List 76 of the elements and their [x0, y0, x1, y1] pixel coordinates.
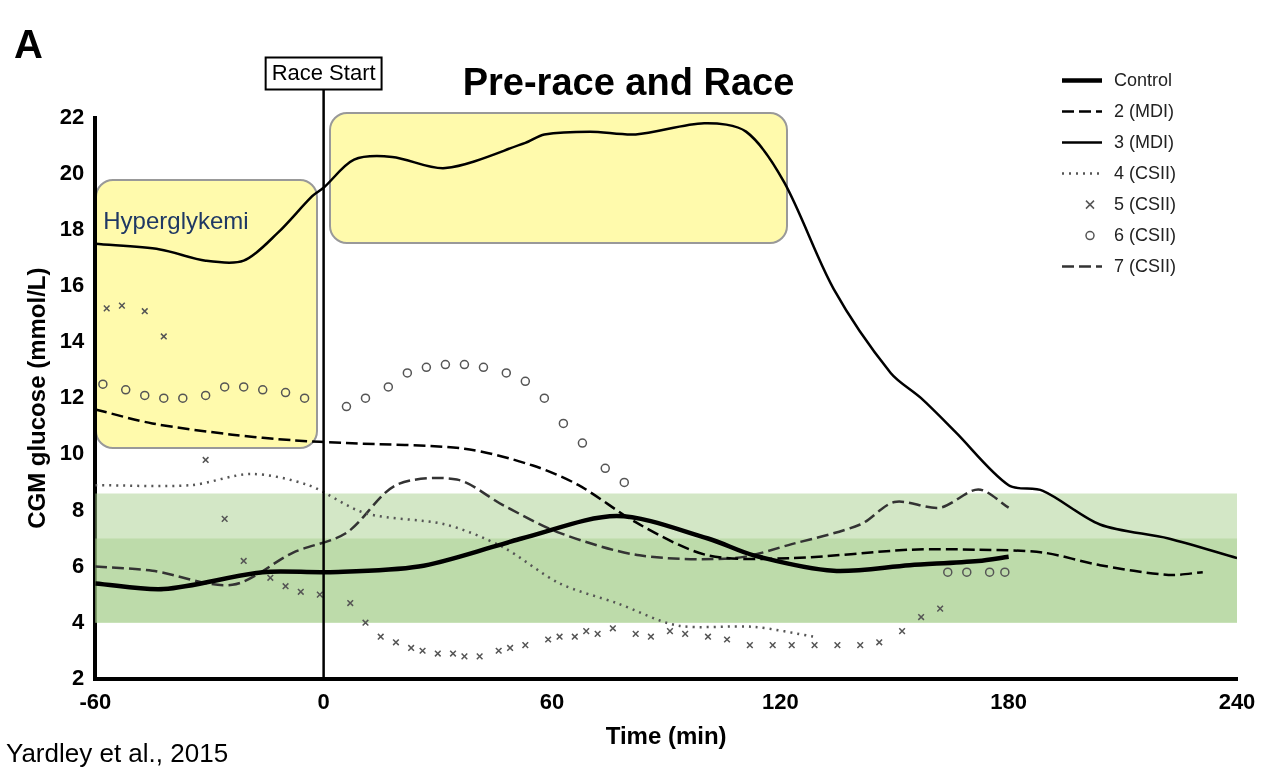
legend-label: 5 (CSII) — [1114, 193, 1177, 214]
point — [723, 635, 731, 644]
point — [421, 362, 432, 373]
x-axis-title: Time (min) — [605, 722, 727, 750]
point — [943, 567, 953, 577]
point — [898, 627, 906, 635]
legend-label: 6 (CSII) — [1114, 224, 1177, 245]
y-tick-label: 22 — [59, 103, 85, 129]
point — [299, 393, 310, 403]
y-tick-label: 14 — [59, 328, 86, 354]
x-tick-label: 0 — [317, 689, 330, 715]
text: A — [14, 22, 43, 67]
point — [377, 633, 385, 641]
point — [159, 393, 169, 403]
point — [600, 463, 610, 474]
point — [506, 644, 514, 652]
point — [558, 418, 569, 429]
point — [962, 567, 972, 577]
x-tick-label: 120 — [761, 689, 799, 715]
chart-title: Pre-race and Race — [462, 61, 795, 104]
point — [666, 627, 674, 635]
y-tick-label: 6 — [72, 552, 85, 578]
legend-label: 2 (MDI) — [1114, 100, 1174, 121]
point — [449, 649, 457, 658]
point — [681, 630, 689, 638]
ref-line-label: Race Start — [271, 59, 376, 85]
point — [984, 567, 995, 577]
point — [619, 477, 630, 488]
point — [1000, 567, 1010, 577]
point — [341, 401, 352, 412]
point — [440, 359, 451, 370]
point — [120, 385, 131, 395]
point — [297, 588, 305, 596]
point — [140, 390, 150, 401]
x-tick-label: 60 — [539, 689, 565, 715]
point — [257, 385, 268, 395]
x-tick-label: -60 — [79, 689, 112, 715]
point — [402, 368, 413, 378]
point — [495, 647, 503, 655]
point — [98, 379, 108, 389]
point — [577, 438, 588, 448]
y-axis-title: CGM glucose (mmol/L) — [23, 267, 51, 529]
point — [520, 376, 531, 387]
legend-label: Control — [1114, 69, 1173, 90]
annotation: Hyperglykemi — [103, 207, 249, 236]
legend-label: 7 (CSII) — [1114, 255, 1177, 276]
x-tick-label: 240 — [1218, 689, 1256, 715]
line-series — [95, 472, 816, 638]
point — [238, 382, 249, 392]
point — [478, 362, 489, 373]
y-tick-label: 2 — [72, 664, 85, 690]
point — [360, 393, 371, 403]
point — [178, 393, 188, 403]
y-tick-label: 10 — [59, 440, 85, 466]
point — [917, 613, 925, 621]
text: Yardley et al., 2015 — [6, 738, 229, 769]
y-tick-label: 18 — [59, 215, 85, 241]
point — [280, 387, 291, 398]
point — [459, 359, 470, 370]
y-tick-label: 20 — [59, 159, 85, 185]
legend-label: 3 (MDI) — [1114, 131, 1174, 152]
point — [476, 652, 484, 660]
y-tick-label: 12 — [59, 384, 85, 410]
point — [200, 390, 211, 401]
point — [219, 382, 230, 392]
legend-label: 4 (CSII) — [1114, 162, 1177, 183]
point — [383, 382, 394, 392]
point — [141, 307, 149, 315]
y-tick-label: 8 — [72, 496, 85, 522]
y-tick-label: 16 — [59, 272, 85, 298]
point — [539, 393, 550, 403]
point — [501, 368, 512, 378]
x-tick-label: 180 — [990, 689, 1028, 715]
point — [746, 641, 754, 649]
y-tick-label: 4 — [72, 608, 86, 634]
point — [875, 638, 883, 646]
